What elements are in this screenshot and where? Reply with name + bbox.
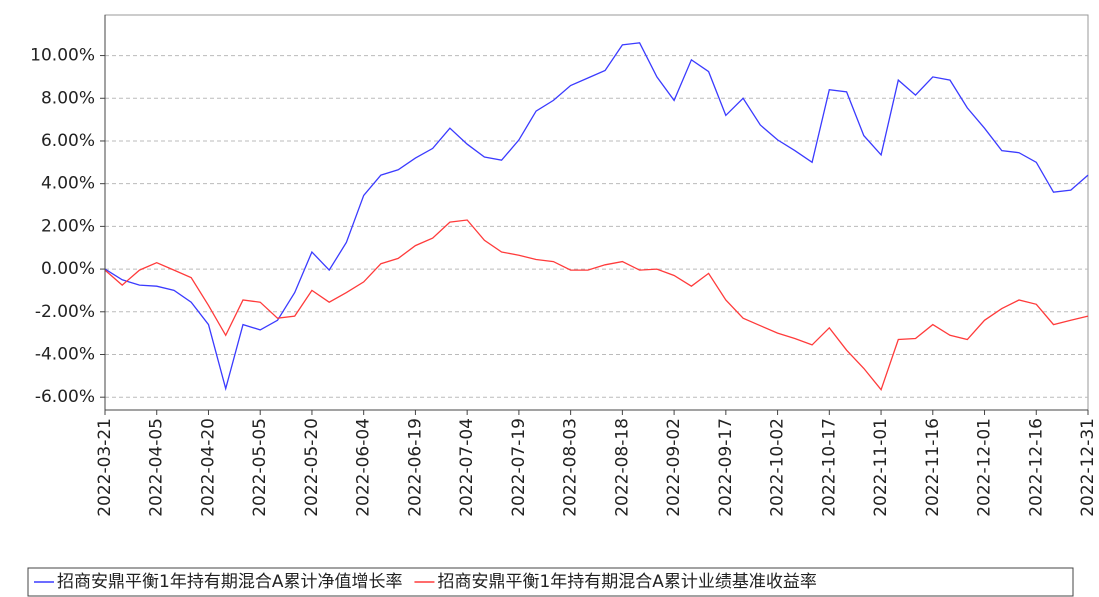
legend [27, 567, 1074, 597]
x-tick-label: 2022-09-17 [716, 418, 736, 517]
x-tick-label: 2022-12-16 [1026, 418, 1046, 517]
x-tick-label: 2022-11-16 [923, 418, 943, 517]
x-tick-label: 2022-06-19 [405, 418, 425, 517]
y-tick-label: -2.00% [35, 302, 95, 322]
x-tick-label: 2022-10-17 [819, 418, 839, 517]
legend-label: 招商安鼎平衡1年持有期混合A累计业绩基准收益率 [437, 572, 816, 592]
y-tick-label: 8.00% [41, 88, 95, 108]
x-tick-label: 2022-05-20 [302, 418, 322, 517]
y-tick-label: 4.00% [41, 174, 95, 194]
x-tick-label: 2022-08-03 [561, 418, 581, 517]
legend-label: 招商安鼎平衡1年持有期混合A累计净值增长率 [57, 572, 402, 592]
y-tick-label: 10.00% [30, 46, 95, 66]
x-tick-label: 2022-06-04 [354, 418, 374, 517]
x-tick-label: 2022-05-05 [250, 418, 270, 517]
x-tick-label: 2022-08-18 [612, 418, 632, 517]
x-tick-label: 2022-03-21 [95, 418, 115, 517]
y-tick-label: -6.00% [35, 387, 95, 407]
x-tick-label: 2022-07-04 [457, 418, 477, 517]
series-line [104, 219, 1089, 392]
y-tick-label: -4.00% [35, 344, 95, 364]
y-tick-label: 0.00% [41, 259, 95, 279]
x-tick-label: 2022-10-02 [768, 418, 788, 517]
x-tick-label: 2022-04-20 [198, 418, 218, 517]
x-tick-label: 2022-12-01 [975, 418, 995, 517]
x-tick-label: 2022-11-01 [871, 418, 891, 517]
x-tick-label: 2022-09-02 [664, 418, 684, 517]
x-tick-label: 2022-12-31 [1078, 418, 1098, 517]
plot-area [104, 14, 1089, 411]
x-tick-label: 2022-04-05 [147, 418, 167, 517]
series-line [104, 42, 1089, 392]
y-tick-label: 2.00% [41, 216, 95, 236]
y-tick-label: 6.00% [41, 131, 95, 151]
x-tick-label: 2022-07-19 [509, 418, 529, 517]
